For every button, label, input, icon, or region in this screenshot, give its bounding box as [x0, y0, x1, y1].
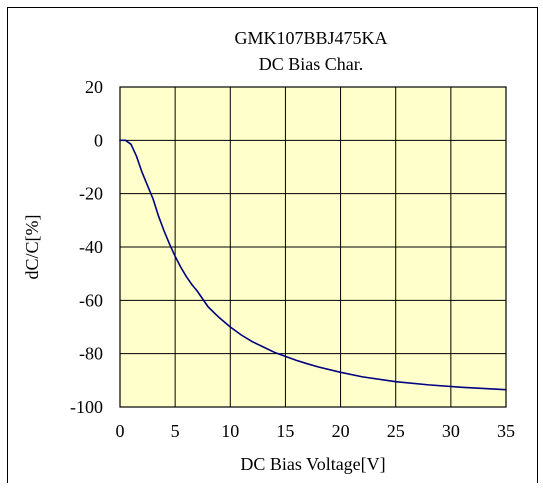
series-line — [119, 139, 507, 391]
chart-title: GMK107BBJ475KA — [234, 28, 387, 48]
y-tick-label: -60 — [79, 290, 103, 310]
x-tick-label: 0 — [116, 421, 125, 441]
y-tick-label: -20 — [79, 184, 103, 204]
x-tick-label: 5 — [171, 421, 180, 441]
y-tick-label: 0 — [94, 130, 103, 150]
plot-border — [119, 86, 507, 408]
x-axis-label: DC Bias Voltage[V] — [240, 454, 385, 474]
x-tick-label: 20 — [332, 421, 350, 441]
x-tick-label: 30 — [442, 421, 460, 441]
x-tick-label: 15 — [276, 421, 294, 441]
y-tick-labels: -100 -80 -60 -40 -20 0 20 — [70, 77, 103, 417]
series-layer — [119, 139, 507, 391]
y-tick-label: -80 — [79, 344, 103, 364]
x-tick-label: 35 — [497, 421, 515, 441]
y-tick-label: -100 — [70, 397, 103, 417]
y-axis-label: dC/C[%] — [22, 215, 42, 280]
y-tick-label: -40 — [79, 237, 103, 257]
chart-subtitle: DC Bias Char. — [259, 54, 364, 74]
x-tick-label: 10 — [221, 421, 239, 441]
x-tick-labels: 0 5 10 15 20 25 30 35 — [116, 421, 516, 441]
x-tick-label: 25 — [387, 421, 405, 441]
y-tick-label: 20 — [85, 77, 103, 97]
